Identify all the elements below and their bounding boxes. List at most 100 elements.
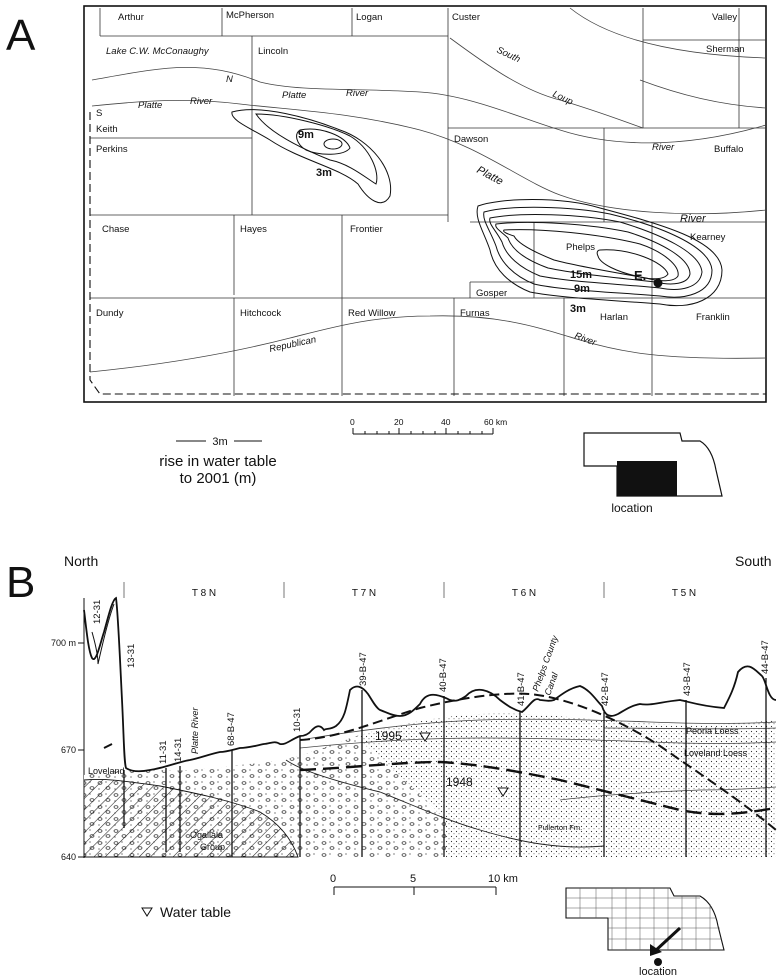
county-label: Gosper bbox=[476, 288, 507, 299]
river-label: S bbox=[96, 108, 102, 119]
well-label: 68-B-47 bbox=[226, 712, 237, 746]
legend-a: 3m rise in water table to 2001 (m) bbox=[159, 436, 277, 487]
cross-section bbox=[83, 596, 777, 858]
well-label: 39-B-47 bbox=[358, 652, 369, 686]
county-label: Phelps bbox=[566, 242, 595, 253]
location-label: location bbox=[611, 501, 652, 515]
map-a: Arthur McPherson Logan Custer Valley She… bbox=[83, 5, 767, 403]
republican-river bbox=[89, 315, 767, 373]
panel-a-letter: A bbox=[6, 11, 36, 60]
fullerton-label: Fullerton Fm. bbox=[538, 823, 582, 832]
contours-west bbox=[231, 109, 392, 204]
township-label: T 5 N bbox=[672, 588, 696, 599]
legend-b: Water table bbox=[141, 904, 231, 920]
nebraska-county-outline bbox=[565, 887, 725, 951]
county-label: Custer bbox=[452, 12, 480, 23]
scale-tick-label: 10 km bbox=[488, 873, 518, 885]
scale-tick-label: 0 bbox=[330, 873, 336, 885]
river-label: River bbox=[680, 213, 707, 225]
south-loup-river bbox=[449, 37, 644, 129]
contour-9m-west bbox=[296, 128, 351, 155]
well-label: 42-B-47 bbox=[600, 672, 611, 706]
south-label: South bbox=[735, 553, 772, 569]
well-label: 44-B-47 bbox=[760, 640, 771, 674]
well-label: 41-B-47 bbox=[516, 672, 527, 706]
contours-east bbox=[476, 199, 723, 307]
water-table-legend-icon bbox=[141, 907, 153, 917]
contour-label: 15m bbox=[570, 269, 592, 281]
well-label: 43-B-47 bbox=[682, 662, 693, 696]
water-table-1995 bbox=[299, 692, 777, 831]
township-label: T 7 N bbox=[352, 588, 376, 599]
legend-text: rise in water table bbox=[159, 453, 277, 470]
water-table-legend-label: Water table bbox=[160, 904, 231, 920]
location-box bbox=[617, 461, 677, 496]
scale-bar-a: 0 20 40 60 km bbox=[350, 417, 507, 435]
river-label: River bbox=[652, 142, 675, 153]
point-e-label: E. bbox=[634, 268, 646, 283]
legend-line-label: 3m bbox=[212, 436, 227, 448]
county-label: Keith bbox=[96, 124, 118, 135]
river-label: Platte bbox=[138, 100, 162, 111]
legend-text: to 2001 (m) bbox=[180, 470, 257, 487]
y-tick-label: 700 m bbox=[51, 638, 76, 648]
loveland-loess-label: Loveland Loess bbox=[684, 748, 748, 758]
y-tick-label: 670 bbox=[61, 745, 76, 755]
well-label: 12-31 bbox=[92, 600, 103, 624]
river-label: River bbox=[346, 88, 369, 99]
county-label: Buffalo bbox=[714, 144, 743, 155]
county-label: Logan bbox=[356, 12, 382, 23]
lake-label: Lake C.W. McConaughy bbox=[106, 46, 210, 57]
river-near-buffalo bbox=[639, 79, 767, 109]
loveland-label: Loveland bbox=[88, 766, 125, 776]
scale-tick-label: 60 km bbox=[484, 417, 507, 427]
contour-3m-east bbox=[476, 199, 723, 307]
well-label: 13-31 bbox=[126, 644, 137, 668]
scale-tick-label: 20 bbox=[394, 417, 404, 427]
map-frame bbox=[83, 5, 767, 403]
county-label: Dundy bbox=[96, 308, 124, 319]
contour-label: 9m bbox=[574, 283, 590, 295]
contour-3m-west bbox=[231, 109, 392, 204]
township-label: T 6 N bbox=[512, 588, 536, 599]
platte-river-label: Platte River bbox=[190, 706, 200, 754]
contour-9m-east bbox=[489, 214, 703, 290]
county-label: Red Willow bbox=[348, 308, 396, 319]
well-label: 14-31 bbox=[173, 738, 184, 762]
well-label: 10-31 bbox=[292, 708, 303, 732]
land-surface bbox=[83, 596, 777, 773]
water-table-marker-1948 bbox=[497, 787, 509, 797]
county-label: Perkins bbox=[96, 144, 128, 155]
river-label: N bbox=[226, 74, 233, 85]
north-platte-river bbox=[91, 66, 767, 144]
scale-bar-b: 0 5 10 km bbox=[330, 873, 518, 895]
water-table-1948 bbox=[299, 760, 777, 816]
well-lines bbox=[123, 678, 767, 857]
well-label: 11-31 bbox=[158, 740, 169, 764]
river-label: Platte bbox=[282, 90, 306, 101]
county-label: Chase bbox=[102, 224, 129, 235]
contour-label: 9m bbox=[298, 129, 314, 141]
county-label: Hayes bbox=[240, 224, 267, 235]
township-label: T 8 N bbox=[192, 588, 216, 599]
county-label: Hitchcock bbox=[240, 308, 281, 319]
water-table-marker-1995 bbox=[419, 732, 431, 742]
state-border bbox=[89, 112, 766, 395]
scale-tick-label: 40 bbox=[441, 417, 451, 427]
county-label: Frontier bbox=[350, 224, 383, 235]
location-dot bbox=[654, 958, 662, 966]
county-label: Harlan bbox=[600, 312, 628, 323]
peoria-loess-label: Peoria Loess bbox=[686, 726, 739, 736]
county-label: Franklin bbox=[696, 312, 730, 323]
county-label: McPherson bbox=[226, 10, 274, 21]
location-inset-b: location bbox=[565, 887, 725, 977]
contour-label: 3m bbox=[570, 303, 586, 315]
location-label: location bbox=[639, 966, 677, 977]
rivers bbox=[89, 7, 767, 373]
y-axis: 700 m 670 640 bbox=[51, 598, 85, 862]
county-label: Dawson bbox=[454, 134, 488, 145]
ogallala-label: Group bbox=[200, 842, 225, 852]
north-label: North bbox=[64, 553, 98, 569]
county-label: Valley bbox=[712, 12, 737, 23]
